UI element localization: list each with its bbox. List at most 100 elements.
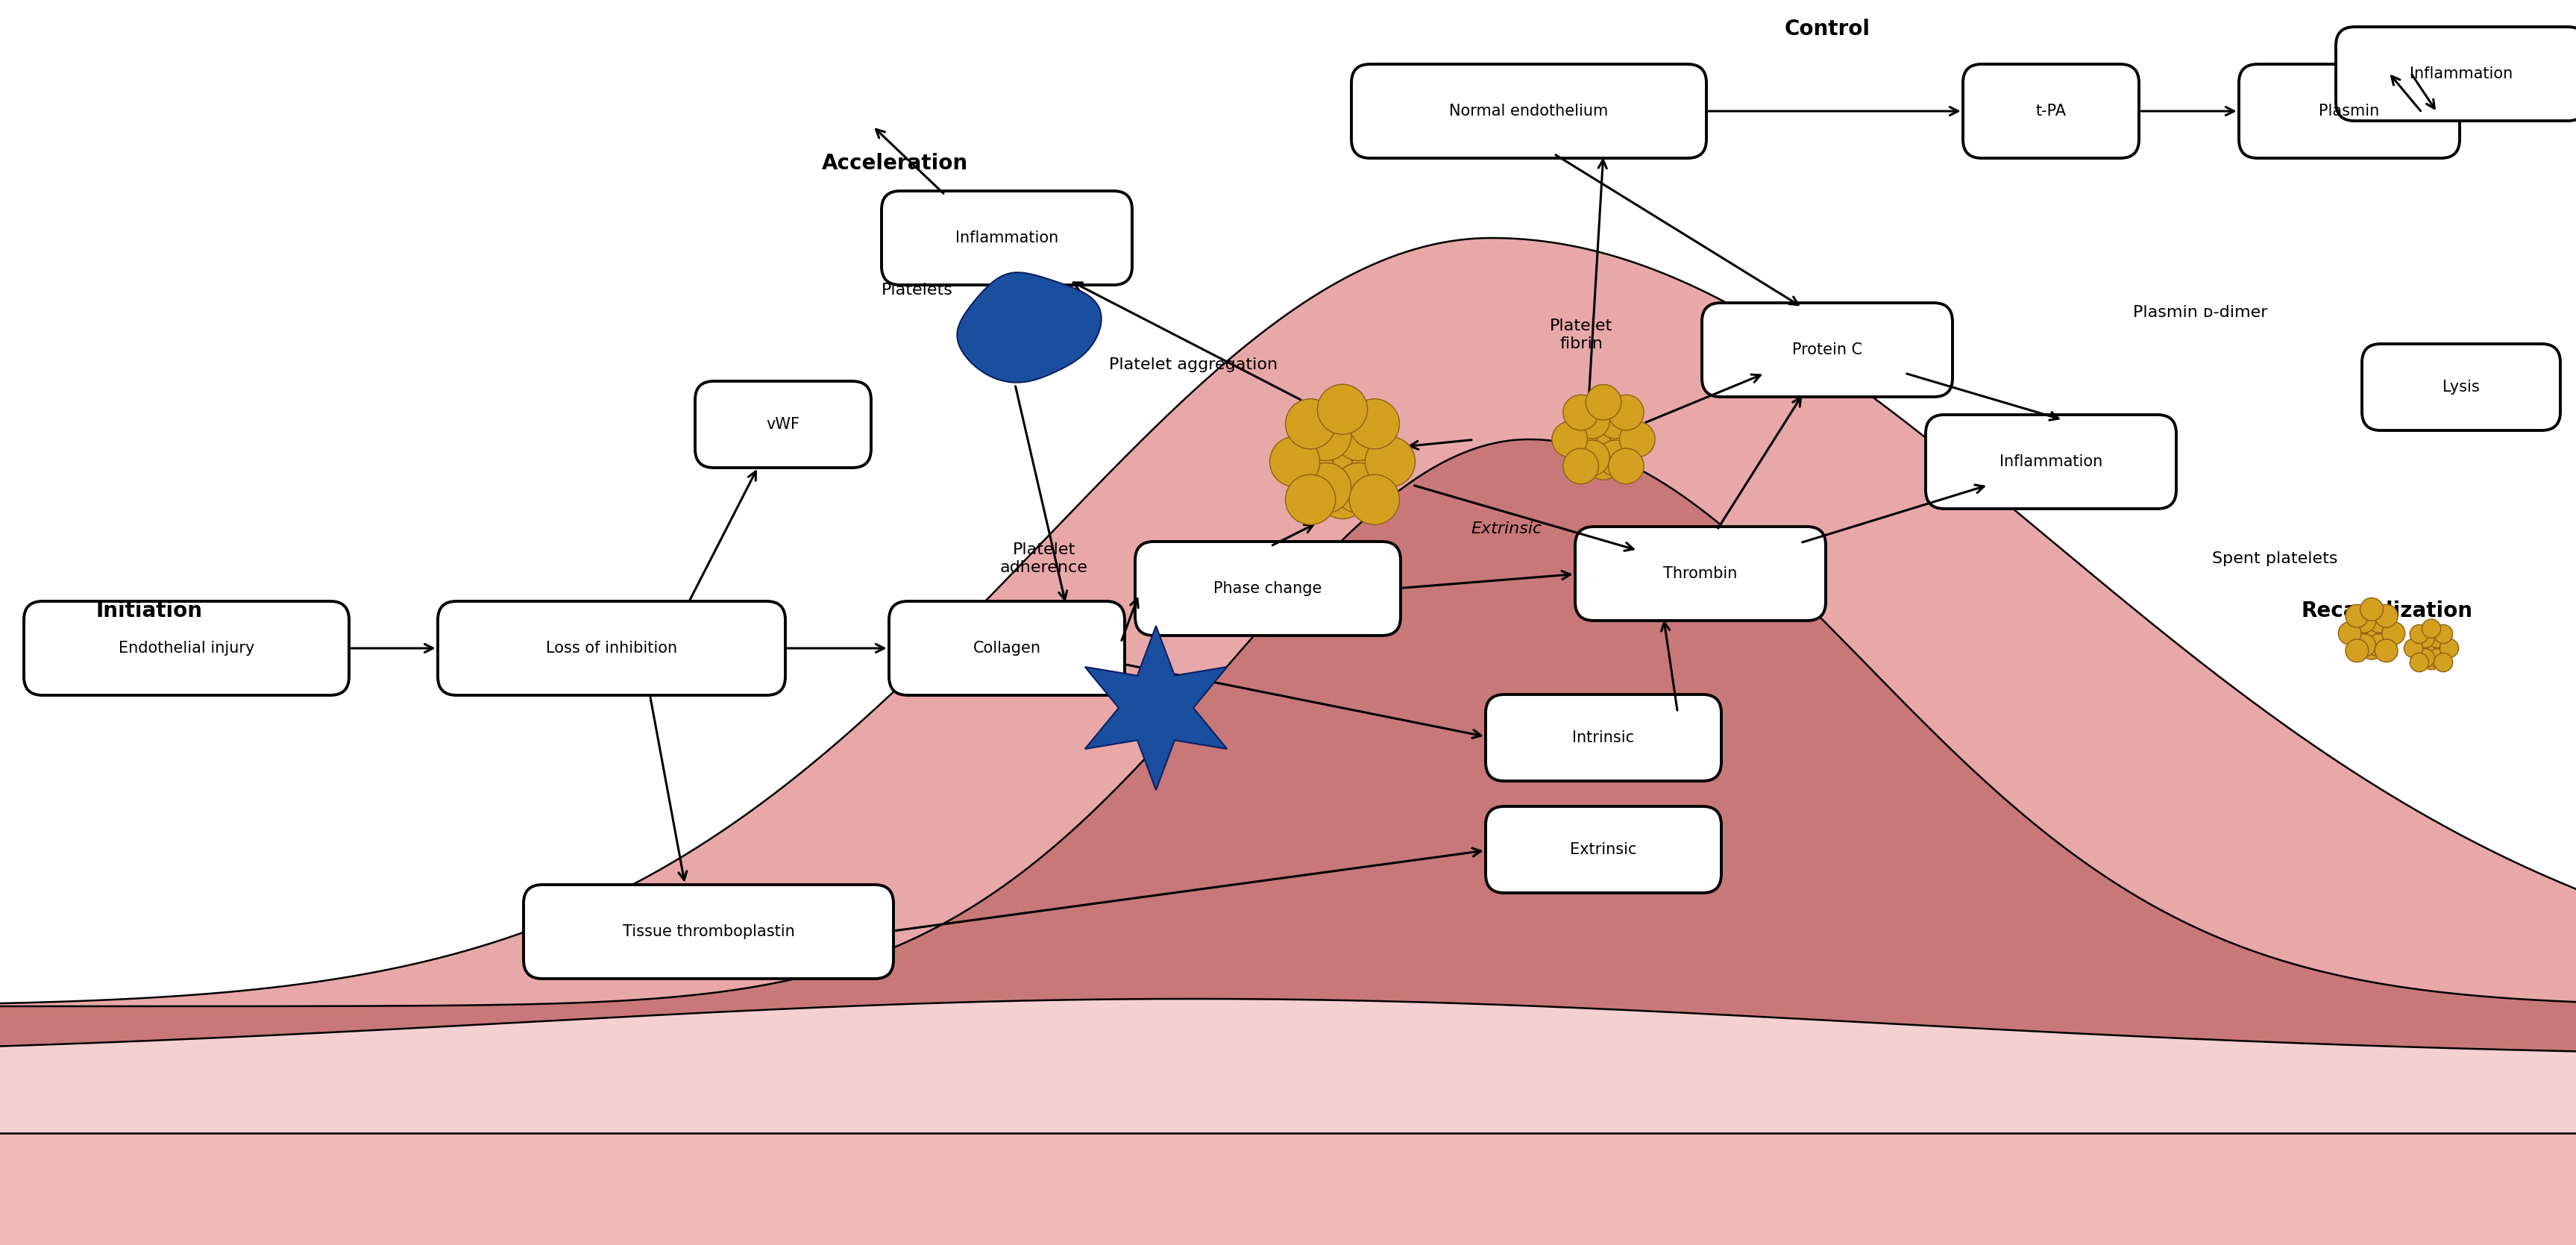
- Circle shape: [2375, 605, 2398, 627]
- Text: Inflammation: Inflammation: [956, 230, 1059, 245]
- FancyBboxPatch shape: [1963, 65, 2138, 158]
- FancyBboxPatch shape: [23, 601, 348, 695]
- Circle shape: [1607, 413, 1643, 449]
- Circle shape: [2352, 634, 2375, 657]
- FancyBboxPatch shape: [438, 601, 786, 695]
- Circle shape: [2367, 634, 2391, 657]
- Circle shape: [2367, 610, 2391, 632]
- Circle shape: [1316, 437, 1368, 487]
- Circle shape: [1301, 463, 1350, 513]
- Text: Spent platelets: Spent platelets: [2210, 552, 2336, 566]
- Polygon shape: [0, 439, 2576, 1051]
- Circle shape: [2336, 621, 2360, 645]
- Circle shape: [2360, 621, 2383, 645]
- Circle shape: [2360, 636, 2383, 660]
- Circle shape: [1607, 395, 1643, 431]
- Circle shape: [2434, 635, 2452, 654]
- Text: Recanalization: Recanalization: [2300, 600, 2470, 621]
- Circle shape: [2344, 605, 2367, 627]
- FancyBboxPatch shape: [696, 381, 871, 468]
- Polygon shape: [956, 273, 1100, 382]
- Circle shape: [1365, 437, 1414, 487]
- Circle shape: [1564, 395, 1597, 431]
- Text: Loss of inhibition: Loss of inhibition: [546, 641, 677, 656]
- Circle shape: [2380, 621, 2403, 645]
- Circle shape: [1584, 398, 1620, 435]
- Circle shape: [1334, 463, 1383, 513]
- Circle shape: [2344, 627, 2367, 650]
- Circle shape: [2427, 629, 2447, 647]
- Text: Endothelial injury: Endothelial injury: [118, 641, 255, 656]
- Circle shape: [1301, 411, 1350, 461]
- Circle shape: [1350, 425, 1399, 476]
- Text: Tissue thromboplastin: Tissue thromboplastin: [623, 924, 793, 939]
- FancyBboxPatch shape: [1136, 542, 1401, 635]
- Text: Initiation: Initiation: [95, 600, 204, 621]
- FancyBboxPatch shape: [1700, 303, 1953, 397]
- Circle shape: [1316, 405, 1368, 454]
- Circle shape: [1350, 398, 1399, 449]
- Circle shape: [1285, 425, 1334, 476]
- Circle shape: [1597, 441, 1633, 476]
- Circle shape: [1564, 413, 1597, 449]
- FancyBboxPatch shape: [889, 601, 1123, 695]
- Text: Collagen: Collagen: [974, 641, 1041, 656]
- Circle shape: [2434, 625, 2452, 644]
- Circle shape: [1597, 403, 1633, 438]
- Circle shape: [2421, 626, 2439, 646]
- Text: Platelet
adherence: Platelet adherence: [999, 542, 1087, 575]
- Circle shape: [1270, 437, 1319, 487]
- Circle shape: [2421, 639, 2439, 657]
- Circle shape: [2375, 616, 2398, 640]
- FancyBboxPatch shape: [881, 190, 1131, 285]
- Circle shape: [1285, 398, 1334, 449]
- Text: Intrinsic: Intrinsic: [1571, 731, 1633, 746]
- Circle shape: [1574, 403, 1610, 438]
- Circle shape: [1316, 385, 1368, 435]
- Text: Thrombin: Thrombin: [1664, 566, 1736, 581]
- Polygon shape: [0, 998, 2576, 1133]
- Circle shape: [1350, 448, 1399, 498]
- Text: Extrinsic: Extrinsic: [1569, 842, 1636, 857]
- Circle shape: [2409, 625, 2429, 644]
- Circle shape: [1564, 430, 1597, 466]
- FancyBboxPatch shape: [1486, 695, 1721, 781]
- Circle shape: [2421, 651, 2439, 670]
- Text: Extrinsic: Extrinsic: [1471, 522, 1540, 537]
- Text: Platelets: Platelets: [881, 283, 953, 298]
- Text: Plasmin: Plasmin: [2318, 103, 2378, 118]
- Circle shape: [2439, 639, 2458, 657]
- Polygon shape: [1084, 626, 1226, 791]
- Circle shape: [2360, 598, 2383, 621]
- Polygon shape: [0, 238, 2576, 1051]
- Circle shape: [1607, 430, 1643, 466]
- FancyBboxPatch shape: [1924, 415, 2177, 509]
- Text: vWF: vWF: [765, 417, 799, 432]
- Circle shape: [2409, 654, 2429, 672]
- Text: Normal endothelium: Normal endothelium: [1448, 103, 1607, 118]
- Text: Phase change: Phase change: [1213, 581, 1321, 596]
- Circle shape: [1620, 422, 1654, 457]
- Circle shape: [2434, 644, 2452, 662]
- Text: Inflammation: Inflammation: [1999, 454, 2102, 469]
- Circle shape: [1285, 474, 1334, 524]
- Circle shape: [2344, 616, 2367, 640]
- Circle shape: [1584, 444, 1620, 479]
- Circle shape: [2427, 649, 2447, 667]
- Text: Inflammation: Inflammation: [2409, 66, 2512, 81]
- Polygon shape: [0, 1133, 2576, 1245]
- Circle shape: [1285, 448, 1334, 498]
- Circle shape: [2375, 639, 2398, 662]
- Circle shape: [2403, 639, 2421, 657]
- FancyBboxPatch shape: [2362, 344, 2561, 431]
- Circle shape: [2375, 627, 2398, 650]
- Text: t-PA: t-PA: [2035, 103, 2066, 118]
- FancyBboxPatch shape: [523, 885, 894, 979]
- Text: Lysis: Lysis: [2442, 380, 2478, 395]
- Circle shape: [2416, 629, 2434, 647]
- Text: Platelet aggregation: Platelet aggregation: [1108, 357, 1278, 372]
- Circle shape: [1607, 448, 1643, 484]
- Circle shape: [2344, 639, 2367, 662]
- Circle shape: [1551, 422, 1587, 457]
- Circle shape: [1584, 385, 1620, 420]
